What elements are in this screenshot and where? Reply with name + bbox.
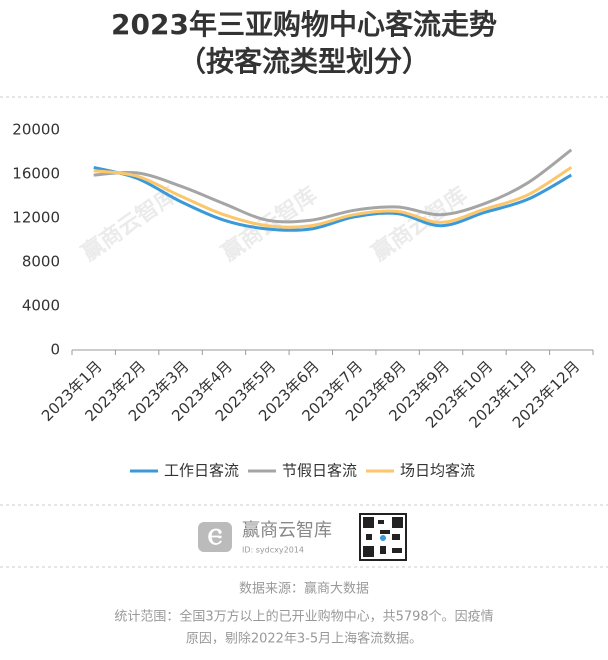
y-tick-label: 12000: [12, 209, 60, 227]
logo-text: 赢商云智库: [242, 519, 332, 541]
line: [93, 165, 573, 232]
y-tick-label: 20000: [12, 121, 60, 139]
y-tick-label: 0: [50, 341, 60, 359]
logo-id: ID: sydcxy2014: [242, 546, 304, 555]
y-tick-label: 16000: [12, 165, 60, 183]
line: [93, 166, 573, 229]
legend-label: 场日均客流: [400, 462, 475, 480]
note: 统计范围：全国3万方以上的已开业购物中心，共5798个。因疫情: [114, 609, 493, 625]
chart-subtitle: （按客流类型划分）: [178, 45, 430, 78]
logo-icon: [198, 522, 232, 552]
y-tick-label: 8000: [22, 253, 60, 271]
chart-title: 2023年三亚购物中心客流走势: [111, 8, 497, 41]
y-tick-label: 4000: [22, 297, 60, 315]
legend-label: 节假日客流: [282, 462, 357, 480]
source: 数据来源：赢商大数据: [239, 581, 369, 597]
qr-code: [359, 513, 407, 561]
legend-label: 工作日客流: [164, 462, 239, 480]
logo-glyph: Ⲉ: [208, 525, 223, 550]
logo: Ⲉ 赢商云智库 ID: sydcxy2014: [198, 513, 407, 561]
line: [93, 148, 573, 224]
note: 原因，剔除2022年3-5月上海客流数据。: [186, 631, 422, 647]
watermarks: 赢商云智库 赢商云智库 赢商云智库: [77, 182, 472, 266]
